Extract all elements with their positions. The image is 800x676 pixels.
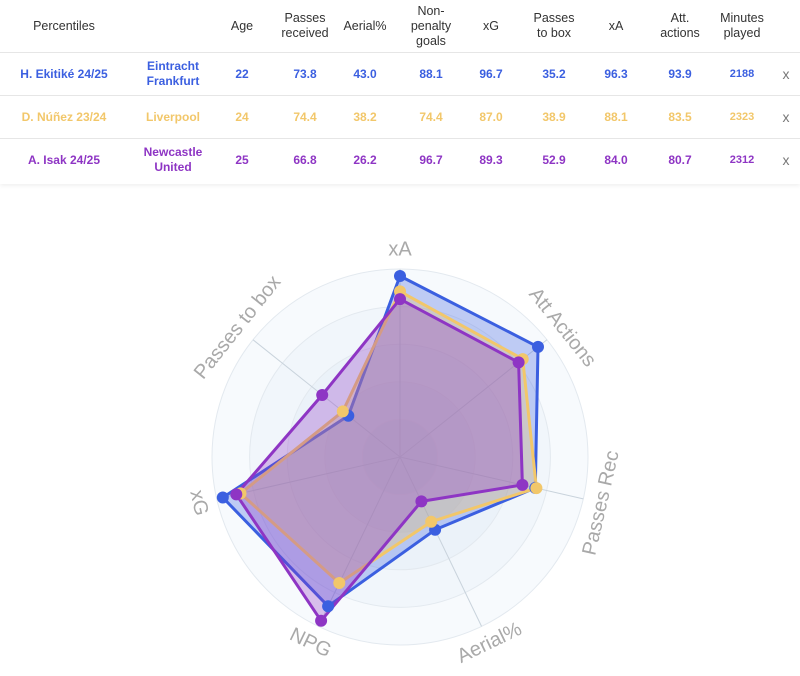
cell-minutes: 2323 — [729, 110, 755, 123]
header-xg: xG — [483, 18, 499, 33]
header-age: Age — [230, 18, 254, 33]
cell-npg: 88.1 — [419, 66, 443, 81]
header-passes-received: Passes received — [281, 11, 329, 40]
series-point — [216, 491, 229, 504]
cell-passes-box: 35.2 — [542, 66, 566, 81]
cell-aerial: 26.2 — [353, 152, 377, 167]
cell-player: H. Ekitiké 24/25 — [20, 66, 108, 81]
cell-minutes: 2312 — [729, 153, 755, 166]
cell-team: Liverpool — [145, 109, 200, 124]
series-point — [316, 389, 329, 401]
series-point — [333, 577, 346, 589]
cell-age: 25 — [235, 152, 249, 167]
radar-spoke — [317, 456, 401, 627]
cell-player: A. Isak 24/25 — [27, 152, 101, 167]
cell-team: Newcastle United — [143, 145, 203, 174]
remove-player-button[interactable]: x — [782, 152, 790, 168]
radar-spoke — [216, 456, 401, 500]
remove-player-button[interactable]: x — [782, 109, 790, 125]
cell-age: 22 — [235, 66, 249, 81]
header-minutes-played: Minutes played — [720, 11, 764, 40]
series-point — [425, 515, 438, 528]
series-area — [234, 297, 524, 623]
radar-spoke — [399, 456, 584, 500]
cell-xa: 88.1 — [604, 109, 628, 124]
cell-xg: 89.3 — [479, 152, 503, 167]
percentiles-table: Percentiles Age Passes received Aerial% … — [0, 0, 800, 184]
cell-minutes: 2188 — [729, 67, 755, 80]
series-point — [415, 495, 428, 508]
cell-age: 24 — [235, 109, 249, 124]
header-aerial: Aerial% — [343, 18, 387, 33]
header-xa: xA — [608, 18, 624, 33]
cell-passes-received: 66.8 — [293, 152, 317, 167]
series-point — [336, 405, 349, 418]
cell-xg: 96.7 — [479, 66, 503, 81]
cell-aerial: 38.2 — [353, 109, 377, 124]
series-point — [394, 293, 406, 306]
header-passes-to-box: Passes to box — [533, 11, 575, 40]
cell-npg: 96.7 — [419, 152, 443, 167]
radar-spoke — [399, 456, 483, 627]
header-percentiles: Percentiles — [33, 18, 95, 33]
table-row: D. Núñez 23/24 Liverpool 24 74.4 38.2 74.4 87.… — [0, 96, 800, 139]
cell-att-actions: 93.9 — [668, 66, 692, 81]
cell-player: D. Núñez 23/24 — [21, 109, 107, 124]
cell-xa: 96.3 — [604, 66, 628, 81]
series-point — [230, 488, 243, 501]
cell-team: Eintracht Frankfurt — [146, 59, 200, 88]
remove-player-button[interactable]: x — [782, 66, 790, 82]
series-point — [530, 482, 543, 495]
cell-xg: 87.0 — [479, 109, 503, 124]
cell-aerial: 43.0 — [353, 66, 377, 81]
table-row: A. Isak 24/25 Newcastle United 25 66.8 26.2 9… — [0, 139, 800, 181]
series-point — [512, 356, 525, 369]
header-npg: Non- penalty goals — [410, 3, 452, 48]
cell-att-actions: 80.7 — [668, 152, 692, 167]
cell-passes-received: 74.4 — [293, 109, 317, 124]
series-point — [394, 270, 406, 282]
series-point — [315, 614, 328, 627]
series-point — [532, 340, 544, 353]
cell-att-actions: 83.5 — [668, 109, 692, 124]
header-att-actions: Att. actions — [660, 11, 700, 40]
axis-label: xA — [388, 238, 412, 260]
cell-xa: 84.0 — [604, 152, 628, 167]
series-area — [239, 289, 538, 585]
cell-npg: 74.4 — [419, 109, 443, 124]
series-point — [322, 600, 335, 613]
cell-passes-box: 52.9 — [542, 152, 566, 167]
cell-passes-box: 38.9 — [542, 109, 566, 124]
table-header-row: Percentiles Age Passes received Aerial% … — [0, 0, 800, 53]
cell-passes-received: 73.8 — [293, 66, 317, 81]
table-row: H. Ekitiké 24/25 Eintracht Frankfurt 22 73.… — [0, 53, 800, 96]
series-area — [221, 274, 540, 608]
axis-label: xG — [185, 488, 212, 518]
series-point — [516, 478, 529, 491]
